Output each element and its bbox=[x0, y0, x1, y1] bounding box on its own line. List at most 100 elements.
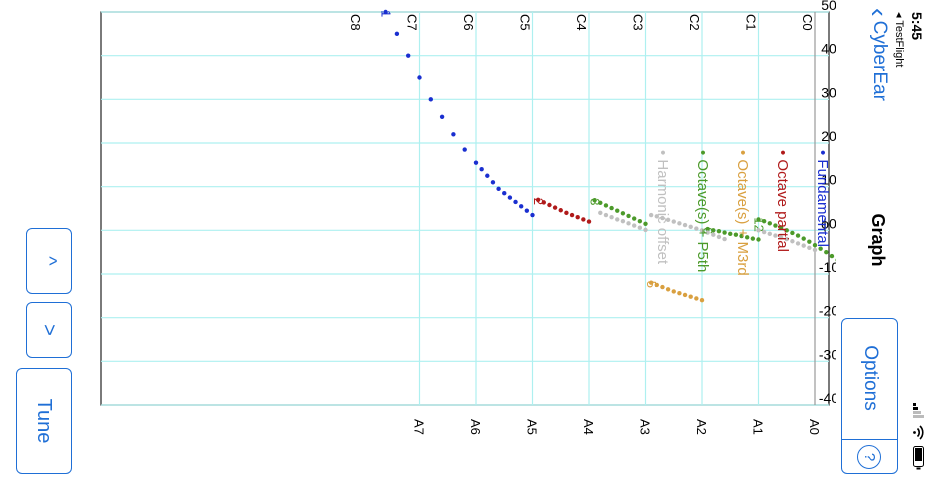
y-tick-label: -20 bbox=[819, 303, 836, 319]
data-point bbox=[677, 221, 682, 226]
data-point bbox=[654, 214, 659, 219]
data-point bbox=[756, 237, 761, 242]
data-point bbox=[620, 211, 626, 216]
x-tick-label: A6 bbox=[468, 419, 483, 435]
data-point bbox=[660, 284, 665, 290]
data-point bbox=[784, 236, 789, 242]
data-point bbox=[564, 210, 569, 216]
c-tick-label: C2 bbox=[687, 14, 702, 31]
data-point bbox=[462, 147, 467, 152]
data-point bbox=[626, 221, 631, 226]
data-point bbox=[586, 219, 592, 224]
y-tick-label: 30 bbox=[821, 84, 836, 100]
y-tick-label: -10 bbox=[819, 259, 836, 275]
data-point bbox=[615, 217, 620, 222]
x-tick-label: A0 bbox=[807, 419, 822, 435]
legend-label: Fundamental bbox=[814, 159, 831, 247]
y-tick-label: 10 bbox=[821, 172, 836, 188]
help-button[interactable]: ? bbox=[842, 439, 897, 474]
data-point bbox=[490, 180, 496, 185]
data-point bbox=[778, 235, 784, 240]
tuning-chart: 50 40 30 20 10 ϕ0 -10 -20 -30 -40 A0 A1 A2 A3 A4 A5 A6 A7… bbox=[100, 0, 836, 435]
data-point bbox=[665, 217, 671, 223]
data-point bbox=[519, 204, 524, 209]
data-point bbox=[722, 236, 727, 242]
data-point bbox=[807, 245, 812, 251]
y-tick-label: 40 bbox=[821, 41, 836, 57]
data-point bbox=[535, 197, 541, 202]
data-point bbox=[665, 287, 671, 292]
data-point bbox=[699, 228, 705, 233]
data-point bbox=[603, 203, 609, 208]
data-point bbox=[756, 217, 761, 222]
data-point bbox=[778, 225, 784, 230]
data-point bbox=[428, 97, 433, 102]
data-point bbox=[569, 212, 575, 218]
data-point bbox=[711, 228, 716, 233]
data-point bbox=[507, 195, 513, 200]
legend-dot: • bbox=[734, 150, 751, 160]
data-point bbox=[795, 241, 801, 246]
data-point bbox=[716, 234, 722, 240]
status-time: 5:45 bbox=[909, 12, 925, 41]
y-tick-label: 50 bbox=[821, 0, 836, 13]
data-point bbox=[473, 160, 479, 165]
data-point bbox=[773, 223, 778, 228]
data-point bbox=[801, 236, 806, 241]
data-point bbox=[541, 200, 546, 205]
data-point bbox=[631, 216, 637, 221]
data-point bbox=[524, 208, 530, 213]
data-point bbox=[643, 227, 648, 233]
data-point bbox=[603, 212, 609, 218]
data-point bbox=[812, 247, 818, 253]
legend-dot: • bbox=[814, 150, 831, 160]
data-point bbox=[756, 228, 761, 233]
data-point bbox=[406, 53, 411, 58]
legend-item: • Octave(s) + M3rd bbox=[734, 150, 751, 276]
x-tick-label: A2 bbox=[694, 419, 709, 435]
data-point bbox=[575, 215, 580, 220]
c-tick-label: C6 bbox=[461, 14, 476, 31]
x-tick-label: A7 bbox=[412, 419, 427, 435]
data-point bbox=[829, 253, 835, 259]
x-tick-label: A4 bbox=[581, 419, 596, 435]
data-point bbox=[744, 235, 750, 240]
data-point bbox=[773, 233, 778, 238]
data-point bbox=[694, 296, 699, 301]
next-button[interactable]: > bbox=[26, 302, 72, 358]
c-tick-label: C7 bbox=[405, 14, 420, 31]
data-point bbox=[722, 230, 727, 235]
data-point bbox=[761, 218, 767, 224]
options-button[interactable]: Options bbox=[860, 345, 881, 411]
data-point bbox=[637, 225, 643, 230]
data-point bbox=[767, 221, 773, 226]
c-tick-label: C4 bbox=[574, 14, 589, 31]
data-point bbox=[615, 208, 620, 213]
tune-button[interactable]: Tune bbox=[16, 368, 72, 474]
data-point bbox=[750, 236, 756, 241]
data-point bbox=[682, 222, 688, 228]
data-point bbox=[711, 232, 716, 237]
data-point bbox=[496, 186, 501, 192]
x-tick-label: A1 bbox=[751, 419, 766, 435]
data-point bbox=[795, 233, 801, 238]
data-point bbox=[699, 298, 705, 303]
data-point bbox=[818, 246, 823, 251]
data-point bbox=[552, 205, 558, 210]
data-point bbox=[716, 229, 722, 234]
data-point bbox=[609, 215, 614, 220]
series-label: 2 bbox=[531, 198, 546, 205]
data-point bbox=[682, 292, 688, 298]
previous-button[interactable]: ^ bbox=[26, 228, 72, 294]
data-point bbox=[631, 223, 637, 228]
data-point bbox=[705, 226, 710, 232]
data-point bbox=[485, 173, 490, 178]
x-tick-label: A5 bbox=[525, 419, 540, 435]
data-point bbox=[801, 243, 806, 248]
data-point bbox=[812, 242, 818, 248]
c-tick-label: C5 bbox=[518, 14, 533, 31]
data-point bbox=[479, 167, 484, 172]
status-icons bbox=[913, 403, 924, 470]
data-point bbox=[394, 31, 400, 37]
data-point bbox=[637, 218, 643, 224]
